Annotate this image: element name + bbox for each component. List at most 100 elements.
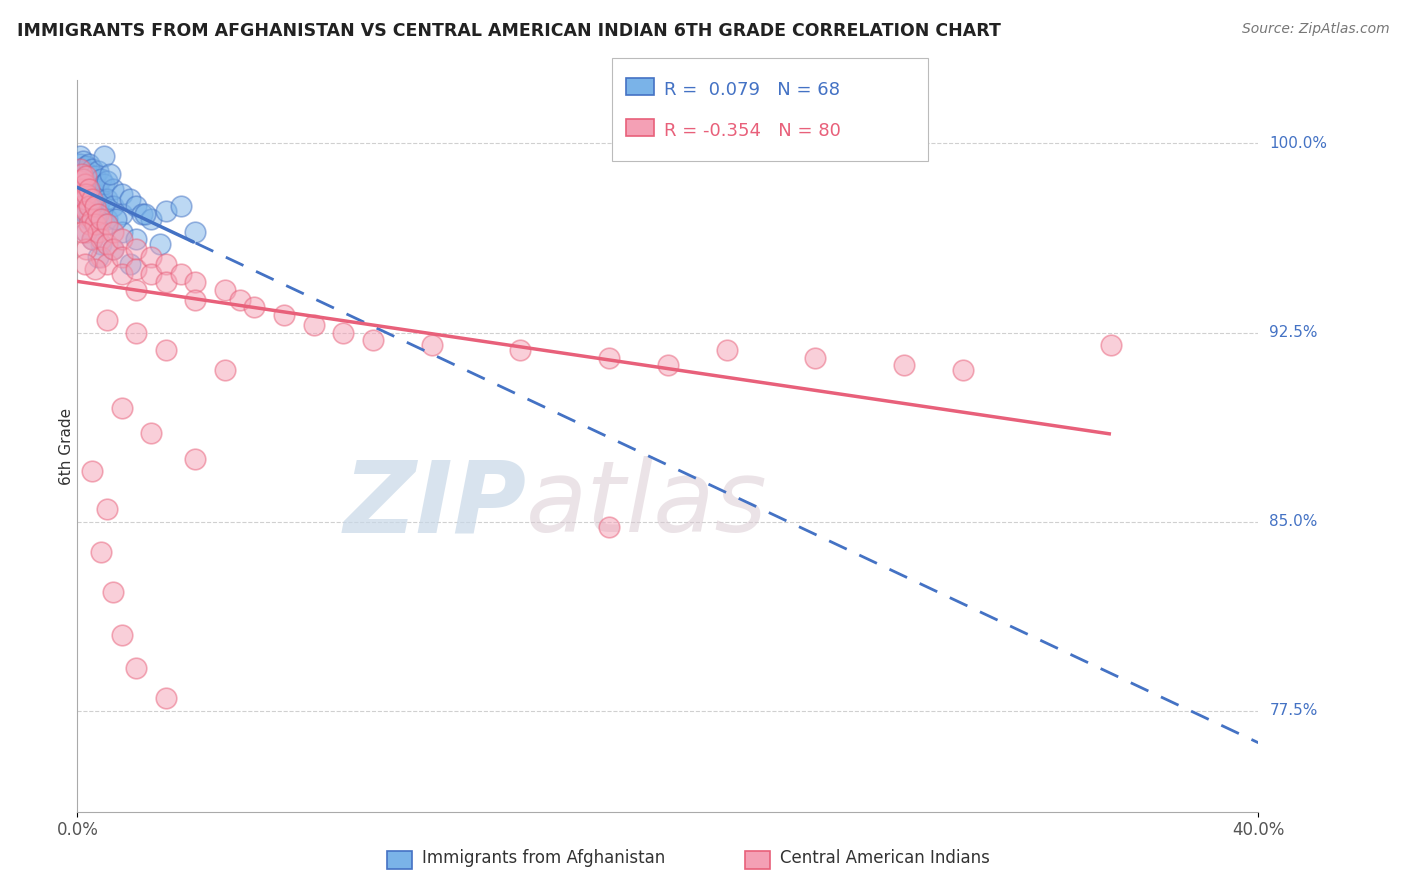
Point xyxy=(111,207,132,221)
Point xyxy=(131,207,153,221)
Point xyxy=(90,192,112,206)
Point xyxy=(69,149,91,163)
Point xyxy=(69,174,91,188)
Point xyxy=(214,283,236,297)
Point xyxy=(120,192,142,206)
Point xyxy=(111,628,132,642)
Point xyxy=(125,199,148,213)
Point xyxy=(75,207,97,221)
Point xyxy=(155,275,177,289)
Text: Source: ZipAtlas.com: Source: ZipAtlas.com xyxy=(1241,22,1389,37)
Text: R = -0.354   N = 80: R = -0.354 N = 80 xyxy=(664,122,841,140)
Point xyxy=(70,225,93,239)
Point xyxy=(101,225,124,239)
Point xyxy=(75,159,97,173)
Point xyxy=(69,156,91,170)
Point xyxy=(73,192,96,206)
Point xyxy=(598,519,620,533)
Point xyxy=(75,171,97,186)
Point xyxy=(77,199,100,213)
Point xyxy=(170,268,193,282)
Point xyxy=(87,199,110,213)
Point xyxy=(155,343,177,358)
Point xyxy=(101,242,124,256)
Point xyxy=(90,171,112,186)
Point xyxy=(72,182,94,196)
Point xyxy=(804,351,827,365)
Point xyxy=(96,502,118,516)
Point xyxy=(87,182,110,196)
Point xyxy=(101,199,124,213)
Point xyxy=(82,179,104,194)
Point xyxy=(76,167,98,181)
Point xyxy=(77,174,100,188)
Point xyxy=(125,262,148,277)
Point xyxy=(111,225,132,239)
Point xyxy=(111,401,132,416)
Point xyxy=(82,192,104,206)
Point xyxy=(120,257,142,271)
Point xyxy=(184,275,207,289)
Point xyxy=(96,192,118,206)
Point xyxy=(72,169,94,183)
Point xyxy=(77,156,100,170)
Point xyxy=(77,217,100,231)
Point xyxy=(96,217,118,231)
Point xyxy=(420,338,443,352)
Point xyxy=(75,242,97,256)
Point xyxy=(70,167,93,181)
Point xyxy=(96,174,118,188)
Point xyxy=(72,171,94,186)
Point xyxy=(70,174,93,188)
Point xyxy=(111,250,132,264)
Point xyxy=(84,217,107,231)
Point xyxy=(96,217,118,231)
Point xyxy=(952,363,974,377)
Point xyxy=(184,225,207,239)
Point xyxy=(69,161,91,176)
Point xyxy=(893,359,915,373)
Point xyxy=(84,199,107,213)
Point xyxy=(77,212,100,227)
Point xyxy=(73,164,96,178)
Point xyxy=(75,204,97,219)
Point xyxy=(84,262,107,277)
Point xyxy=(598,351,620,365)
Point xyxy=(170,199,193,213)
Point xyxy=(69,174,91,188)
Point xyxy=(82,232,104,246)
Point xyxy=(73,197,96,211)
Point xyxy=(82,199,104,213)
Point xyxy=(75,186,97,201)
Point xyxy=(96,313,118,327)
Point xyxy=(96,212,118,227)
Point xyxy=(134,207,156,221)
Text: R =  0.079   N = 68: R = 0.079 N = 68 xyxy=(664,81,839,99)
Point xyxy=(70,199,93,213)
Point xyxy=(332,326,354,340)
Text: atlas: atlas xyxy=(526,456,768,553)
Point xyxy=(93,197,115,211)
Text: 85.0%: 85.0% xyxy=(1270,514,1317,529)
Point xyxy=(72,199,94,213)
Y-axis label: 6th Grade: 6th Grade xyxy=(59,408,73,484)
Text: Immigrants from Afghanistan: Immigrants from Afghanistan xyxy=(422,849,665,867)
Point xyxy=(101,182,124,196)
Point xyxy=(73,257,96,271)
Point xyxy=(84,169,107,183)
Point xyxy=(149,237,172,252)
Point xyxy=(125,242,148,256)
Point xyxy=(155,257,177,271)
Point xyxy=(125,661,148,675)
Point xyxy=(273,308,295,322)
Point xyxy=(90,212,112,227)
Point xyxy=(84,217,107,231)
Point xyxy=(69,167,91,181)
Point xyxy=(73,177,96,191)
Point xyxy=(141,426,163,441)
Text: 100.0%: 100.0% xyxy=(1270,136,1327,151)
Point xyxy=(716,343,738,358)
Point xyxy=(125,326,148,340)
Point xyxy=(228,293,252,307)
Point xyxy=(72,207,94,221)
